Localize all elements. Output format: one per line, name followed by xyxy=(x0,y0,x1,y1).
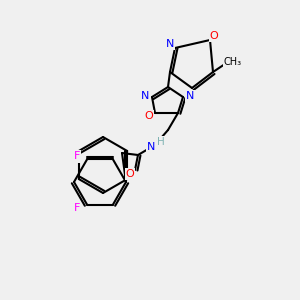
Text: N: N xyxy=(166,39,174,49)
Text: O: O xyxy=(210,31,218,41)
Text: N: N xyxy=(147,142,155,152)
Text: N: N xyxy=(186,91,194,101)
Text: N: N xyxy=(141,91,149,101)
Text: F: F xyxy=(74,202,80,212)
Text: O: O xyxy=(126,169,134,179)
Text: H: H xyxy=(157,137,165,147)
Text: O: O xyxy=(145,111,153,121)
Text: F: F xyxy=(74,152,80,161)
Text: CH₃: CH₃ xyxy=(224,57,242,67)
